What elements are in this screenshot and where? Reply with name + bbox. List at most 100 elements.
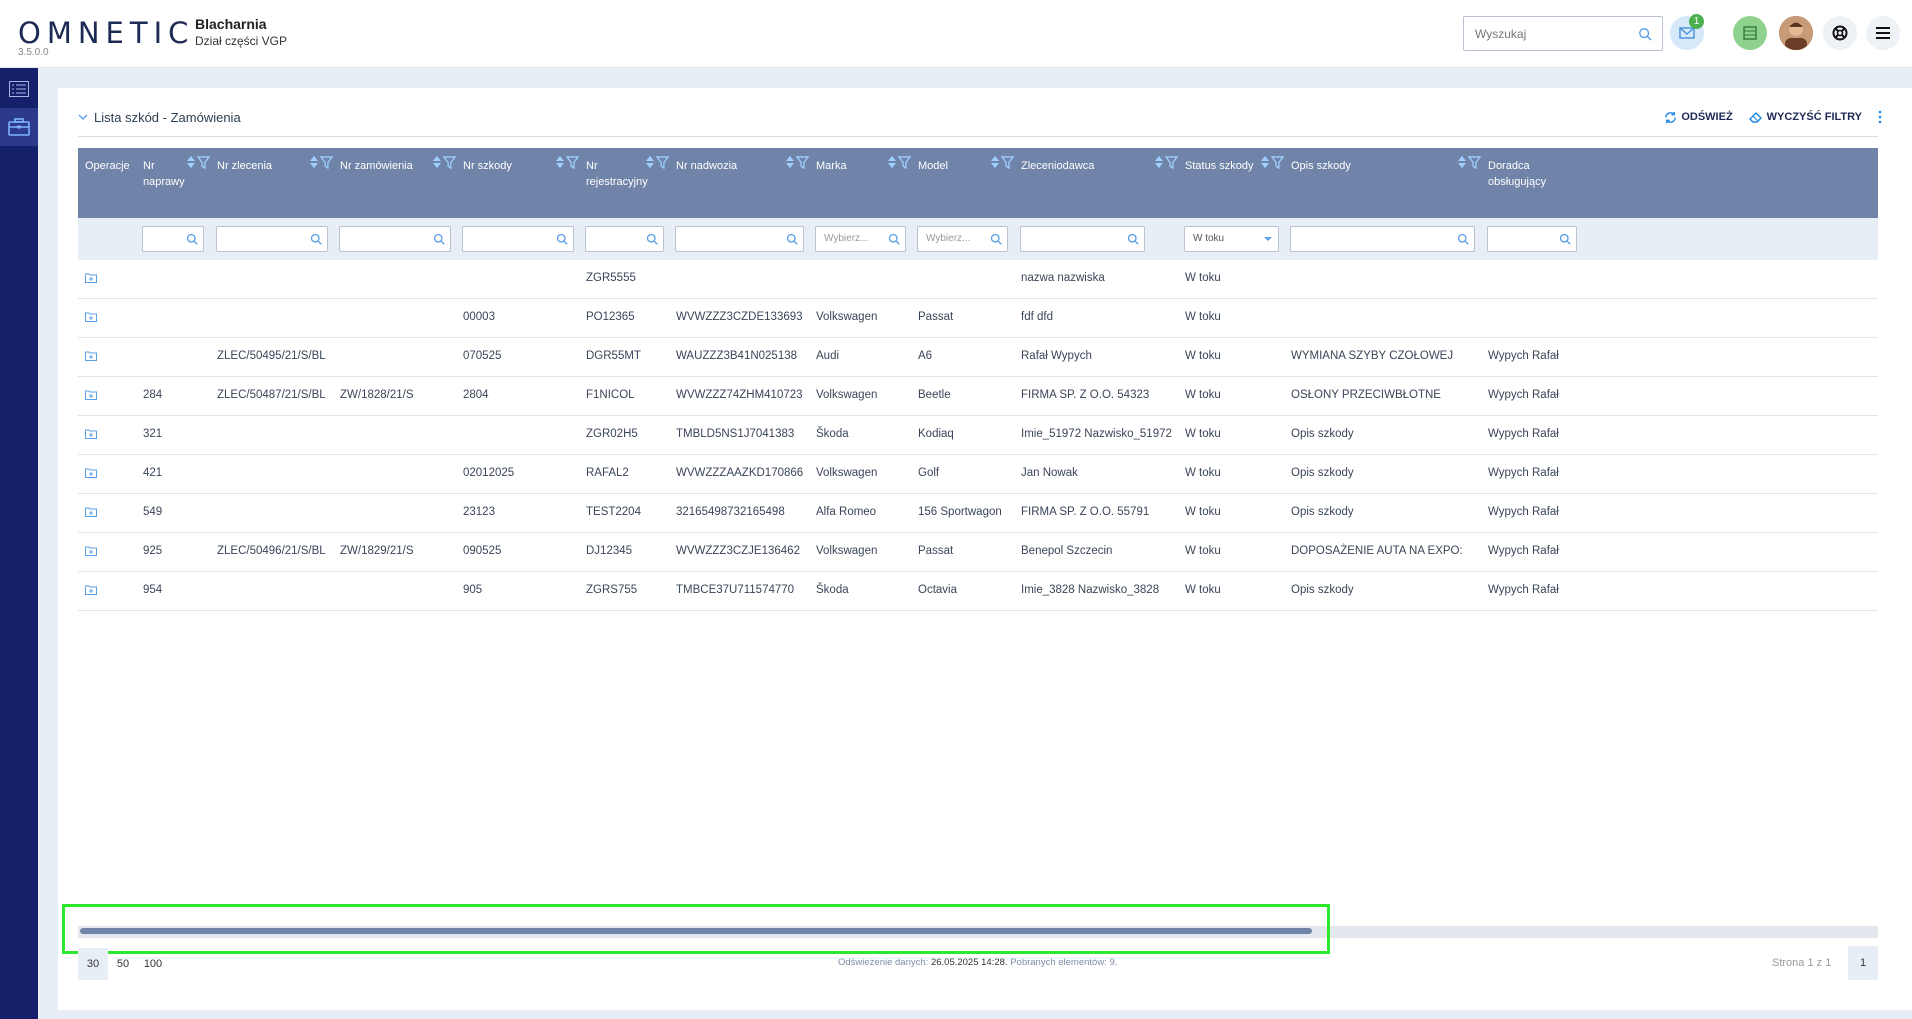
- filter-nr-zlecenia[interactable]: [216, 226, 328, 252]
- search-icon[interactable]: [1638, 27, 1652, 41]
- search-icon: [990, 233, 1002, 245]
- column-controls: [1155, 156, 1178, 169]
- search-input[interactable]: [1464, 17, 1624, 50]
- sort-icon[interactable]: [1458, 156, 1466, 168]
- filter-icon[interactable]: [1165, 156, 1178, 169]
- table-row[interactable]: 00003 PO12365 WVWZZZ3CZDE133693 Volkswagen P…: [78, 299, 1878, 338]
- column-header-nr-szkody[interactable]: Nr szkody: [463, 160, 512, 172]
- open-folder-icon[interactable]: [85, 429, 97, 439]
- cell-opis-szkody: OSŁONY PRZECIWBŁOTNE: [1291, 389, 1441, 401]
- list-view-button[interactable]: [1733, 16, 1767, 50]
- messages-button[interactable]: 1: [1670, 14, 1704, 50]
- filter-icon[interactable]: [1271, 156, 1284, 169]
- sort-icon[interactable]: [1261, 156, 1269, 168]
- filter-nr-rejestracyjny[interactable]: [585, 226, 664, 252]
- column-header-nr-nadwozia[interactable]: Nr nadwozia: [676, 160, 738, 172]
- help-button[interactable]: [1823, 16, 1857, 50]
- table-row[interactable]: 549 23123 TEST2204 32165498732165498 Alfa Ro…: [78, 494, 1878, 533]
- scrollbar-thumb[interactable]: [80, 928, 1312, 934]
- open-folder-icon[interactable]: [85, 312, 97, 322]
- cell-nr-nadwozia: WVWZZZ74ZHM410723: [676, 389, 803, 401]
- filter-icon[interactable]: [1001, 156, 1014, 169]
- sort-icon[interactable]: [433, 156, 441, 168]
- filter-nr-zamowienia[interactable]: [339, 226, 451, 252]
- filter-zleceniodawca[interactable]: [1020, 226, 1145, 252]
- table-row[interactable]: ZGR5555 nazwa nazwiska W toku: [78, 260, 1878, 299]
- table-row[interactable]: ZLEC/50495/21/S/BL 070525 DGR55MT WAUZZZ3B4…: [78, 338, 1878, 377]
- sort-icon[interactable]: [888, 156, 896, 168]
- open-folder-icon[interactable]: [85, 273, 97, 283]
- filter-icon[interactable]: [898, 156, 911, 169]
- avatar-icon: [1779, 16, 1813, 50]
- filter-icon[interactable]: [656, 156, 669, 169]
- filter-opis-szkody[interactable]: [1290, 226, 1475, 252]
- cell-nr-zlecenia: ZLEC/50495/21/S/BL: [217, 350, 326, 362]
- filter-doradca[interactable]: [1487, 226, 1577, 252]
- column-header-nr-naprawy[interactable]: Nr naprawy: [143, 160, 185, 188]
- global-search[interactable]: [1463, 16, 1663, 51]
- column-header-nr-zlecenia[interactable]: Nr zlecenia: [217, 160, 273, 172]
- open-folder-icon[interactable]: [85, 351, 97, 361]
- sort-icon[interactable]: [646, 156, 654, 168]
- filter-nr-naprawy[interactable]: [142, 226, 204, 252]
- table-row[interactable]: 421 02012025 RAFAL2 WVWZZZAAZKD170866 Volksw…: [78, 455, 1878, 494]
- sort-icon[interactable]: [187, 156, 195, 168]
- table-row[interactable]: 321 ZGR02H5 TMBLD5NS1J7041383 Škoda Kodiaq Im…: [78, 416, 1878, 455]
- page-size-30[interactable]: 30: [78, 948, 108, 980]
- open-folder-icon[interactable]: [85, 546, 97, 556]
- refresh-icon: [1665, 111, 1677, 123]
- filter-icon[interactable]: [566, 156, 579, 169]
- open-folder-icon[interactable]: [85, 468, 97, 478]
- page-size-50[interactable]: 50: [116, 958, 130, 970]
- sort-icon[interactable]: [310, 156, 318, 168]
- user-avatar[interactable]: [1779, 16, 1813, 50]
- filter-nr-szkody[interactable]: [462, 226, 574, 252]
- table-row[interactable]: 284 ZLEC/50487/21/S/BL ZW/1828/21/S 2804 F1N…: [78, 377, 1878, 416]
- table-row[interactable]: 925 ZLEC/50496/21/S/BL ZW/1829/21/S 090525 D…: [78, 533, 1878, 572]
- column-controls: [187, 156, 210, 169]
- sort-icon[interactable]: [1155, 156, 1163, 168]
- column-header-zleceniodawca[interactable]: Zleceniodawca: [1021, 160, 1095, 172]
- refresh-button[interactable]: ODŚWIEŻ: [1664, 111, 1733, 124]
- page-size-100[interactable]: 100: [143, 958, 163, 970]
- filter-icon[interactable]: [796, 156, 809, 169]
- sort-icon[interactable]: [556, 156, 564, 168]
- clear-filters-button[interactable]: WYCZYŚĆ FILTRY: [1748, 111, 1862, 123]
- filter-icon[interactable]: [443, 156, 456, 169]
- column-header-nr-rejestracyjny[interactable]: Nr rejestracyjny: [586, 160, 648, 188]
- column-header-nr-zamowienia[interactable]: Nr zamówienia: [340, 160, 413, 172]
- column-header-operacje[interactable]: Operacje: [85, 160, 130, 172]
- chevron-down-icon[interactable]: [78, 114, 88, 121]
- cell-nr-szkody: 2804: [463, 389, 489, 401]
- filter-icon[interactable]: [197, 156, 210, 169]
- open-folder-icon[interactable]: [85, 390, 97, 400]
- sort-icon[interactable]: [786, 156, 794, 168]
- sort-icon[interactable]: [991, 156, 999, 168]
- app-logo[interactable]: OMNETIC: [18, 16, 195, 50]
- column-header-model[interactable]: Model: [918, 160, 948, 172]
- column-header-marka[interactable]: Marka: [816, 160, 847, 172]
- column-header-doradca[interactable]: Doradca obsługujący: [1488, 160, 1547, 188]
- column-header-opis-szkody[interactable]: Opis szkody: [1291, 160, 1351, 172]
- open-folder-icon[interactable]: [85, 507, 97, 517]
- main-menu-button[interactable]: [1866, 16, 1900, 50]
- sidebar-item-list[interactable]: [0, 70, 38, 108]
- filter-nr-nadwozia[interactable]: [675, 226, 804, 252]
- more-vertical-icon[interactable]: [1878, 110, 1882, 124]
- open-folder-icon[interactable]: [85, 585, 97, 595]
- filter-icon[interactable]: [1468, 156, 1481, 169]
- filter-model[interactable]: Wybierz...: [917, 226, 1008, 252]
- sidebar-item-orders[interactable]: [0, 108, 38, 146]
- list-icon: [9, 81, 29, 97]
- cell-model: Passat: [918, 311, 954, 323]
- page-button-1[interactable]: 1: [1848, 946, 1878, 980]
- orders-table: Operacje Nr naprawy Nr zlecenia Nr zamówien…: [78, 148, 1878, 613]
- card-header[interactable]: Lista szkód - Zamówienia: [78, 110, 241, 125]
- filter-status-szkody[interactable]: W toku: [1184, 226, 1279, 252]
- column-header-status-szkody[interactable]: Status szkody: [1185, 160, 1254, 172]
- filter-placeholder: Wybierz...: [926, 233, 971, 244]
- status-count: 9.: [1109, 957, 1118, 968]
- filter-icon[interactable]: [320, 156, 333, 169]
- filter-marka[interactable]: Wybierz...: [815, 226, 906, 252]
- table-row[interactable]: 954 905 ZGRS755 TMBCE37U711574770 Škoda Octav…: [78, 572, 1878, 611]
